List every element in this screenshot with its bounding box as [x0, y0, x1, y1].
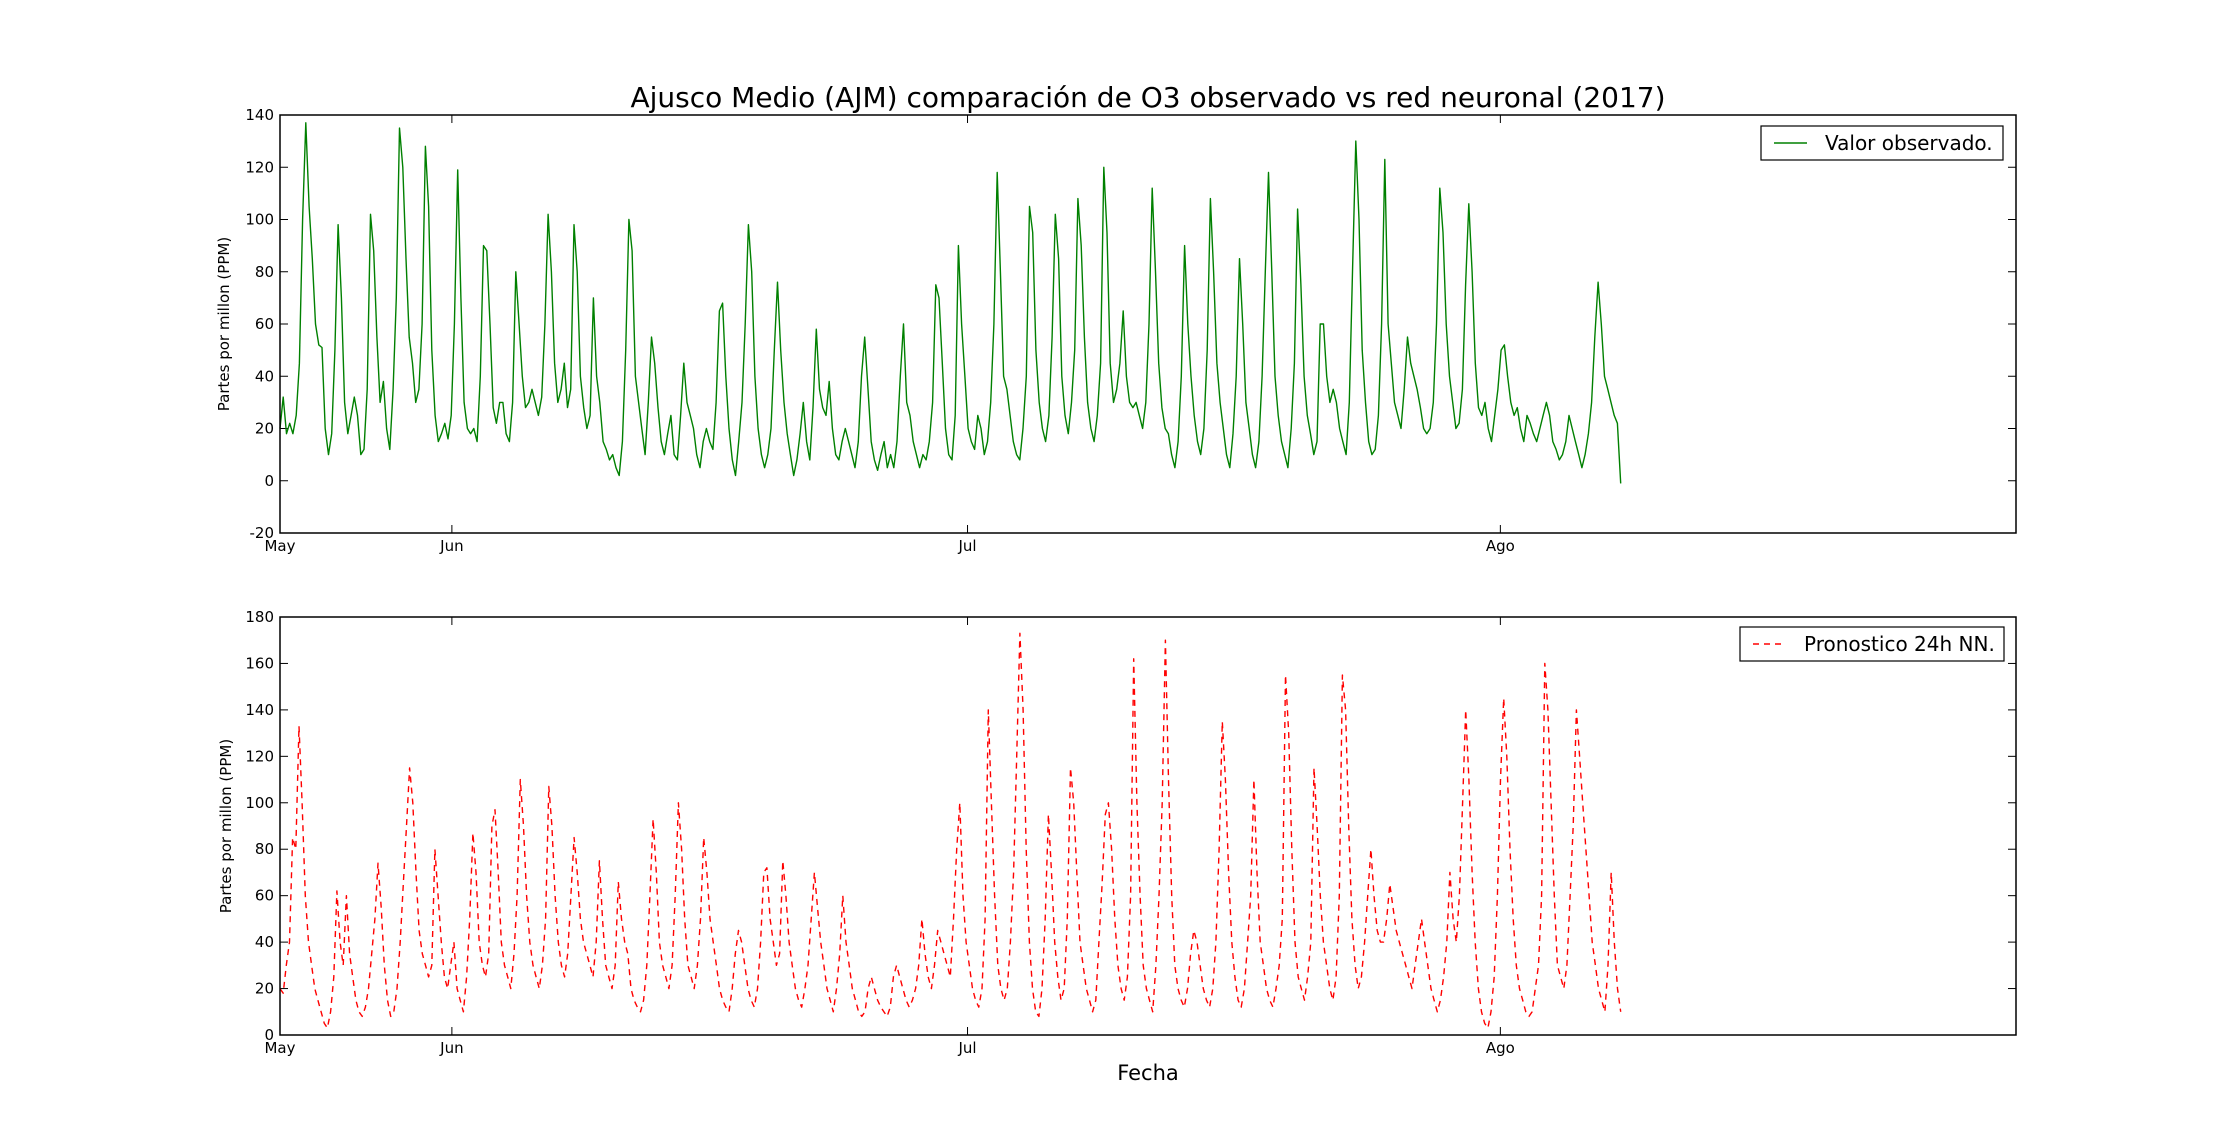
observed-x-tick-label: May	[264, 537, 295, 555]
forecast-x-tick-label: May	[264, 1039, 295, 1057]
forecast-y-tick-label: 160	[245, 654, 274, 672]
forecast-y-tick-label: 0	[264, 1026, 274, 1044]
x-axis-label: Fecha	[1117, 1061, 1179, 1085]
forecast-plot-area	[280, 617, 2016, 1035]
forecast-y-ticks: 0 20 40 60 80 100 120 140 160 180	[245, 608, 2016, 1044]
observed-y-ticks: -20 0 20 40 60 80 100 120 140	[245, 106, 2016, 542]
forecast-y-tick-label: 80	[255, 840, 274, 858]
observed-panel: -20 0 20 40 60 80 100 120 140 May Jun Jul Ago Parte…	[215, 106, 2017, 555]
observed-y-tick-label: 120	[245, 158, 274, 176]
forecast-axes-frame	[279, 616, 2017, 1036]
forecast-legend-label: Pronostico 24h NN.	[1804, 632, 1995, 656]
figure-title: Ajusco Medio (AJM) comparación de O3 obs…	[630, 81, 1665, 114]
forecast-y-tick-label: 100	[245, 794, 274, 812]
observed-x-tick-label: Jun	[439, 537, 463, 555]
observed-y-axis-label: Partes por millon (PPM)	[215, 237, 233, 411]
observed-y-tick-label: 40	[255, 367, 274, 385]
forecast-x-tick-label: Jul	[957, 1039, 976, 1057]
forecast-series-line	[279, 632, 1622, 1029]
observed-series-line	[279, 122, 1622, 484]
observed-legend-label: Valor observado.	[1825, 131, 1993, 155]
forecast-y-tick-label: 60	[255, 887, 274, 905]
forecast-y-tick-label: 180	[245, 608, 274, 626]
observed-y-tick-label: 140	[245, 106, 274, 124]
observed-legend: Valor observado.	[1760, 125, 2004, 161]
forecast-y-tick-label: 120	[245, 747, 274, 765]
observed-x-tick-label: Ago	[1486, 537, 1515, 555]
forecast-panel: 0 20 40 60 80 100 120 140 160 180 May Jun Jul Ago Pa…	[217, 608, 2017, 1057]
forecast-y-tick-label: 20	[255, 980, 274, 998]
forecast-legend-box	[1739, 626, 2005, 662]
forecast-x-ticks: May Jun Jul Ago	[264, 617, 1515, 1057]
observed-axes-frame	[279, 114, 2017, 534]
observed-plot-area	[280, 115, 2016, 533]
observed-y-tick-label: 20	[255, 420, 274, 438]
observed-y-tick-label: 100	[245, 211, 274, 229]
observed-y-tick-label: 80	[255, 263, 274, 281]
observed-x-tick-label: Jul	[957, 537, 976, 555]
forecast-y-axis-label: Partes por millon (PPM)	[217, 739, 235, 913]
forecast-x-tick-label: Ago	[1486, 1039, 1515, 1057]
forecast-y-tick-label: 40	[255, 933, 274, 951]
observed-x-ticks: May Jun Jul Ago	[264, 115, 1515, 555]
observed-y-tick-label: 60	[255, 315, 274, 333]
forecast-x-tick-label: Jun	[439, 1039, 463, 1057]
forecast-legend: Pronostico 24h NN.	[1739, 626, 2005, 662]
observed-y-tick-label: -20	[250, 524, 275, 542]
forecast-y-tick-label: 140	[245, 701, 274, 719]
observed-y-tick-label: 0	[264, 472, 274, 490]
